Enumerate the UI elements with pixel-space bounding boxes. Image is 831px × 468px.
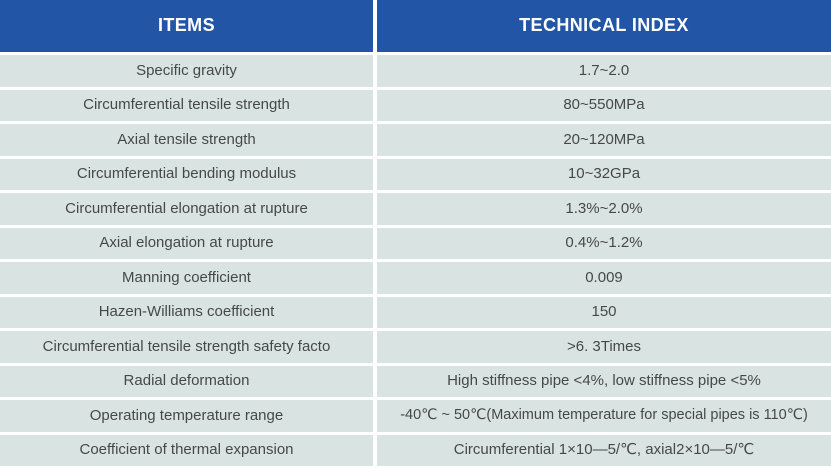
item-cell-operating-temperature-range: Operating temperature range: [0, 400, 373, 432]
item-cell-manning-coefficient: Manning coefficient: [0, 262, 373, 294]
item-cell-axial-tensile-strength: Axial tensile strength: [0, 124, 373, 156]
item-cell-circumferential-elongation: Circumferential elongation at rupture: [0, 193, 373, 225]
value-cell-safety-factor: >6. 3Times: [377, 331, 831, 363]
value-cell-operating-temperature-range: -40℃ ~ 50℃(Maximum temperature for speci…: [377, 400, 831, 432]
header-items: ITEMS: [0, 0, 373, 52]
item-cell-circumferential-tensile-strength: Circumferential tensile strength: [0, 89, 373, 121]
value-cell-circumferential-tensile-strength: 80~550MPa: [377, 89, 831, 121]
item-cell-hazen-williams-coefficient: Hazen-Williams coefficient: [0, 296, 373, 328]
item-cell-safety-factor: Circumferential tensile strength safety …: [0, 331, 373, 363]
item-cell-thermal-expansion: Coefficient of thermal expansion: [0, 434, 373, 466]
value-cell-circumferential-bending-modulus: 10~32GPa: [377, 158, 831, 190]
value-cell-circumferential-elongation: 1.3%~2.0%: [377, 193, 831, 225]
item-cell-axial-elongation: Axial elongation at rupture: [0, 227, 373, 259]
value-cell-radial-deformation: High stiffness pipe <4%, low stiffness p…: [377, 365, 831, 397]
value-cell-axial-elongation: 0.4%~1.2%: [377, 227, 831, 259]
value-cell-thermal-expansion: Circumferential 1×10—5/℃, axial2×10—5/℃: [377, 434, 831, 466]
item-cell-radial-deformation: Radial deformation: [0, 365, 373, 397]
header-technical-index: TECHNICAL INDEX: [377, 0, 831, 52]
value-cell-specific-gravity: 1.7~2.0: [377, 55, 831, 87]
value-cell-manning-coefficient: 0.009: [377, 262, 831, 294]
value-cell-hazen-williams-coefficient: 150: [377, 296, 831, 328]
item-cell-circumferential-bending-modulus: Circumferential bending modulus: [0, 158, 373, 190]
item-cell-specific-gravity: Specific gravity: [0, 55, 373, 87]
value-cell-axial-tensile-strength: 20~120MPa: [377, 124, 831, 156]
